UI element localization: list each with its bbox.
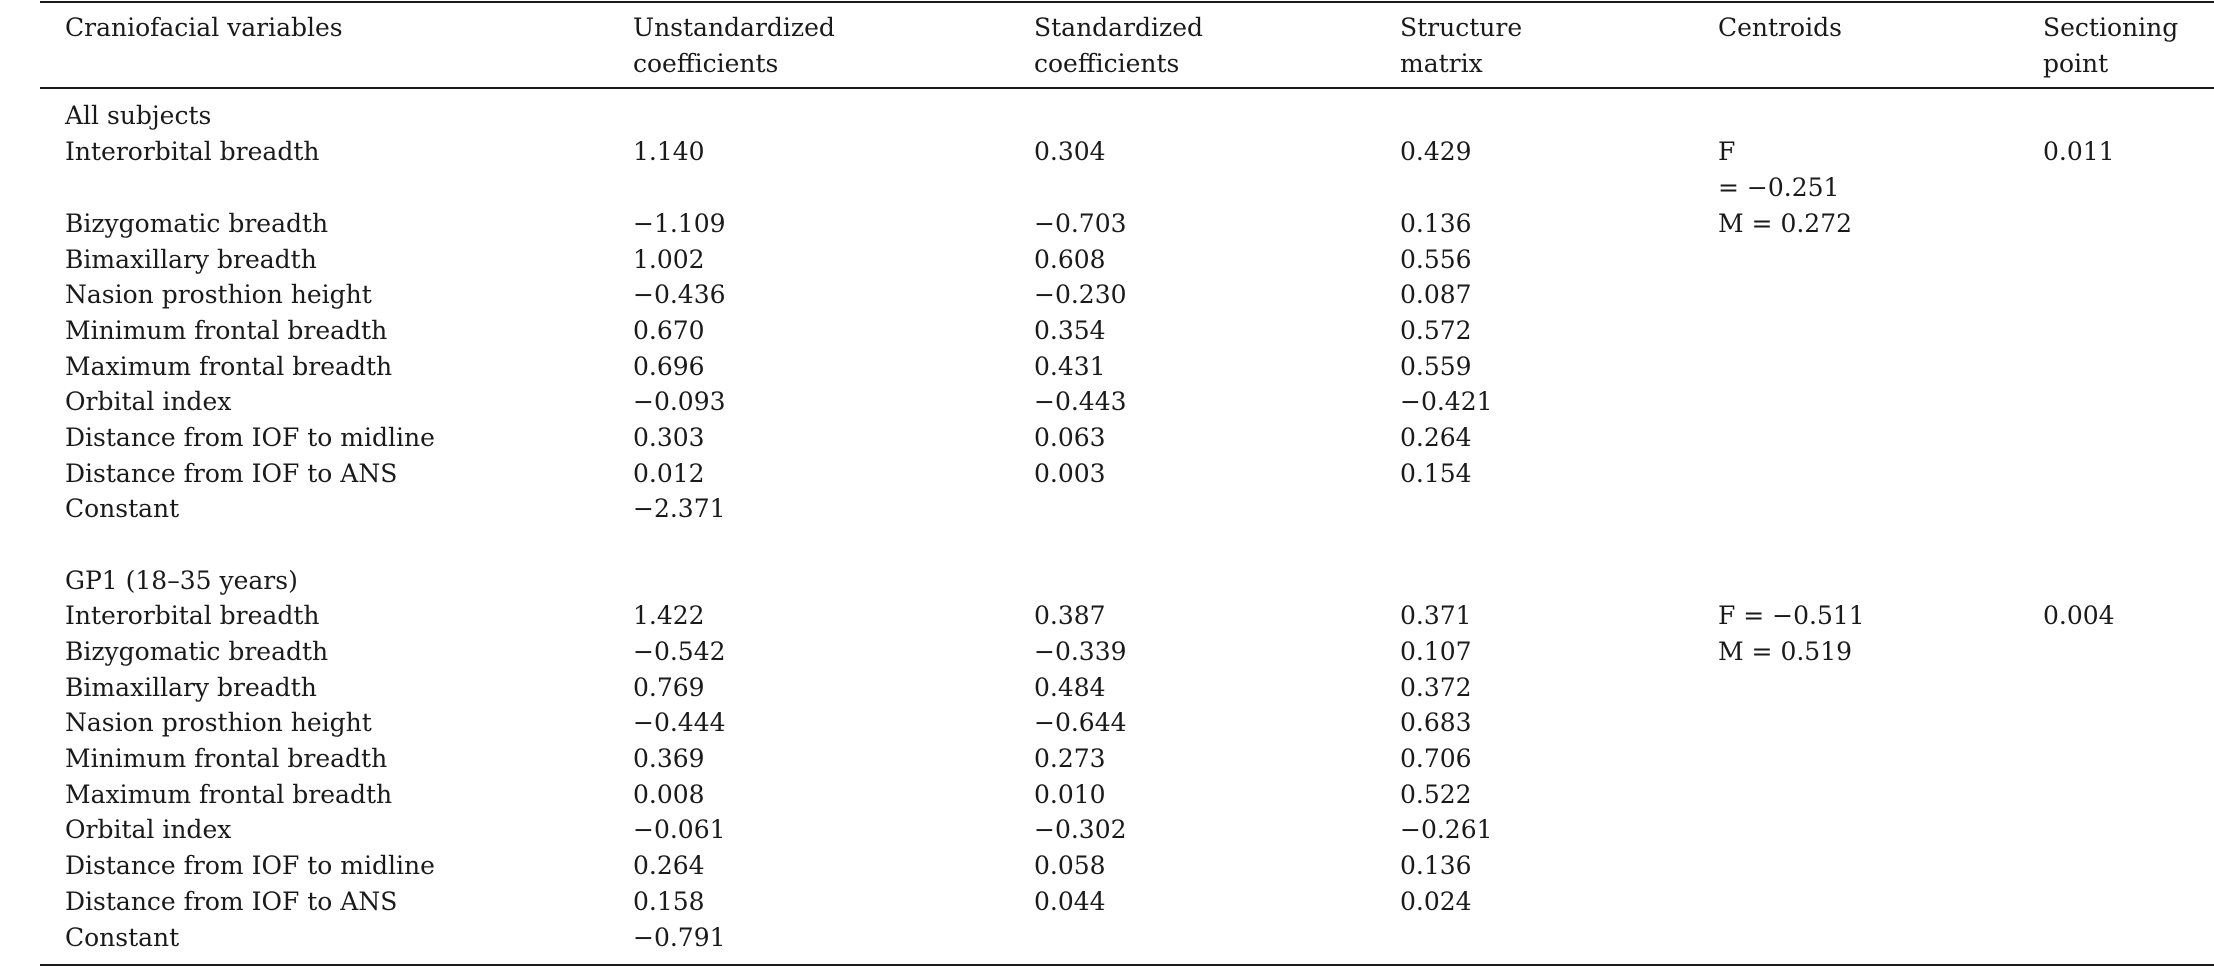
- row-structure: 0.107: [1400, 637, 1472, 666]
- centroid-line: M = 0.272: [1718, 209, 1853, 238]
- header-unstandardized-line2: coefficients: [633, 49, 779, 78]
- centroid-line: F = −0.511: [1718, 601, 1865, 630]
- row-unstandardized: 1.002: [633, 245, 705, 274]
- row-structure: 0.706: [1400, 744, 1472, 773]
- row-unstandardized: −0.444: [633, 708, 726, 737]
- row-unstandardized: 1.140: [633, 137, 705, 166]
- row-unstandardized: 0.696: [633, 352, 705, 381]
- row-structure: −0.421: [1400, 387, 1493, 416]
- row-variable: Maximum frontal breadth: [65, 780, 393, 809]
- row-structure: 0.559: [1400, 352, 1472, 381]
- header-centroids: Centroids: [1718, 13, 1842, 42]
- row-variable: Bizygomatic breadth: [65, 637, 329, 666]
- section-title: All subjects: [65, 101, 212, 130]
- row-structure: 0.522: [1400, 780, 1472, 809]
- row-unstandardized: 0.769: [633, 673, 705, 702]
- row-standardized: 0.354: [1034, 316, 1106, 345]
- centroid-line: M = 0.519: [1718, 637, 1853, 666]
- row-unstandardized: −0.093: [633, 387, 726, 416]
- row-variable: Nasion prosthion height: [65, 280, 372, 309]
- row-unstandardized: −0.791: [633, 923, 726, 952]
- row-variable: Orbital index: [65, 387, 232, 416]
- centroid-line: = −0.251: [1718, 173, 1840, 202]
- row-standardized: 0.608: [1034, 245, 1106, 274]
- row-structure: 0.556: [1400, 245, 1472, 274]
- row-standardized: −0.339: [1034, 637, 1127, 666]
- row-structure: 0.429: [1400, 137, 1472, 166]
- row-unstandardized: 0.670: [633, 316, 705, 345]
- row-structure: 0.024: [1400, 887, 1472, 916]
- row-standardized: 0.304: [1034, 137, 1106, 166]
- row-structure: 0.136: [1400, 851, 1472, 880]
- header-structure-line1: Structure: [1400, 13, 1523, 42]
- row-standardized: 0.273: [1034, 744, 1106, 773]
- row-standardized: −0.443: [1034, 387, 1127, 416]
- row-unstandardized: −0.436: [633, 280, 726, 309]
- row-variable: Distance from IOF to midline: [65, 851, 435, 880]
- sectioning-point: 0.011: [2043, 137, 2115, 166]
- row-variable: Interorbital breadth: [65, 137, 320, 166]
- row-standardized: −0.703: [1034, 209, 1127, 238]
- row-unstandardized: 0.012: [633, 459, 705, 488]
- row-variable: Interorbital breadth: [65, 601, 320, 630]
- table-bottom-rule: [40, 964, 2214, 966]
- row-variable: Maximum frontal breadth: [65, 352, 393, 381]
- row-structure: 0.136: [1400, 209, 1472, 238]
- row-variable: Bimaxillary breadth: [65, 673, 317, 702]
- row-variable: Constant: [65, 923, 180, 952]
- row-variable: Nasion prosthion height: [65, 708, 372, 737]
- row-unstandardized: 0.264: [633, 851, 705, 880]
- row-standardized: 0.063: [1034, 423, 1106, 452]
- centroid-line: F: [1718, 137, 1736, 166]
- row-variable: Distance from IOF to ANS: [65, 459, 398, 488]
- row-unstandardized: 1.422: [633, 601, 705, 630]
- header-structure-line2: matrix: [1400, 49, 1483, 78]
- row-standardized: 0.387: [1034, 601, 1106, 630]
- row-variable: Distance from IOF to midline: [65, 423, 435, 452]
- row-unstandardized: 0.158: [633, 887, 705, 916]
- row-unstandardized: 0.008: [633, 780, 705, 809]
- header-standardized-line2: coefficients: [1034, 49, 1180, 78]
- row-variable: Bizygomatic breadth: [65, 209, 329, 238]
- row-structure: −0.261: [1400, 815, 1493, 844]
- row-unstandardized: −1.109: [633, 209, 726, 238]
- header-unstandardized-line1: Unstandardized: [633, 13, 835, 42]
- header-sectioning-line2: point: [2043, 49, 2109, 78]
- row-standardized: 0.058: [1034, 851, 1106, 880]
- row-variable: Distance from IOF to ANS: [65, 887, 398, 916]
- row-unstandardized: −0.542: [633, 637, 726, 666]
- row-unstandardized: 0.303: [633, 423, 705, 452]
- header-craniofacial-variables: Craniofacial variables: [65, 13, 343, 42]
- row-structure: 0.683: [1400, 708, 1472, 737]
- row-variable: Minimum frontal breadth: [65, 316, 388, 345]
- row-standardized: 0.010: [1034, 780, 1106, 809]
- row-structure: 0.264: [1400, 423, 1472, 452]
- row-structure: 0.154: [1400, 459, 1472, 488]
- row-variable: Minimum frontal breadth: [65, 744, 388, 773]
- table-header-rule: [40, 87, 2214, 89]
- row-structure: 0.371: [1400, 601, 1472, 630]
- header-sectioning-line1: Sectioning: [2043, 13, 2179, 42]
- header-standardized-line1: Standardized: [1034, 13, 1204, 42]
- row-structure: 0.572: [1400, 316, 1472, 345]
- row-unstandardized: −0.061: [633, 815, 726, 844]
- row-standardized: 0.431: [1034, 352, 1106, 381]
- table-top-rule: [40, 1, 2214, 3]
- row-variable: Orbital index: [65, 815, 232, 844]
- sectioning-point: 0.004: [2043, 601, 2115, 630]
- row-standardized: 0.044: [1034, 887, 1106, 916]
- section-title: GP1 (18–35 years): [65, 566, 298, 595]
- row-standardized: −0.302: [1034, 815, 1127, 844]
- row-unstandardized: 0.369: [633, 744, 705, 773]
- row-variable: Constant: [65, 494, 180, 523]
- row-structure: 0.087: [1400, 280, 1472, 309]
- row-structure: 0.372: [1400, 673, 1472, 702]
- row-unstandardized: −2.371: [633, 494, 726, 523]
- row-standardized: 0.003: [1034, 459, 1106, 488]
- row-standardized: −0.644: [1034, 708, 1127, 737]
- row-standardized: −0.230: [1034, 280, 1127, 309]
- row-standardized: 0.484: [1034, 673, 1106, 702]
- row-variable: Bimaxillary breadth: [65, 245, 317, 274]
